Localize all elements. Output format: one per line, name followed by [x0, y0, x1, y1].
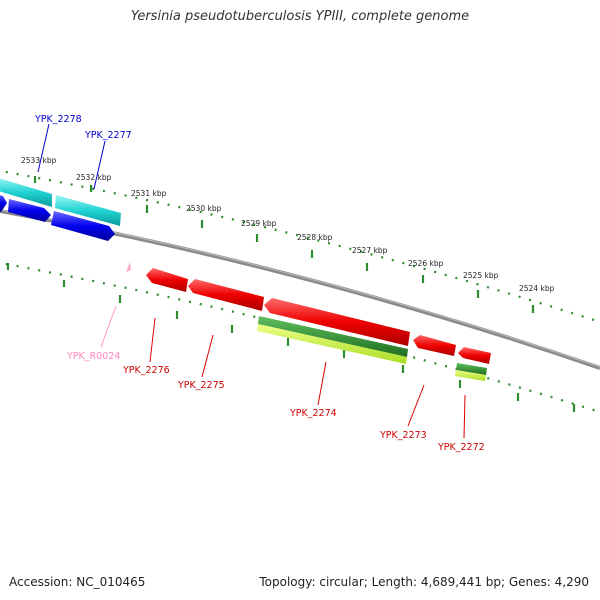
feature-YPK_2274-green[interactable] [258, 316, 408, 357]
gene-YPK_2272[interactable] [458, 347, 491, 364]
kbp-label: 2527 kbp [352, 246, 388, 255]
gene-YPK_2276[interactable] [146, 268, 188, 292]
gene-label-YPK_2274[interactable]: YPK_2274 [289, 408, 337, 419]
inner-major-ticks [6, 263, 576, 412]
gene-label-YPK_R0024[interactable]: YPK_R0024 [66, 351, 120, 362]
kbp-label: 2524 kbp [519, 284, 555, 293]
gene-YPK_2275[interactable] [188, 279, 264, 311]
kbp-label: 2532 kbp [76, 173, 112, 182]
feature-YPK_2274-lime[interactable] [257, 324, 407, 364]
gene-labels: YPK_2278 YPK_2277 YPK_R0024 YPK_2276 YPK… [34, 114, 485, 453]
feature-YPK_2272-green[interactable] [456, 363, 487, 375]
kbp-label: 2529 kbp [241, 219, 277, 228]
feature-YPK_2272-lime[interactable] [455, 370, 486, 381]
map-title: Yersinia pseudotuberculosis YPIII, compl… [130, 9, 470, 24]
genome-summary-text: Topology: circular; Length: 4,689,441 bp… [259, 575, 589, 589]
gene-YPK_2277-cyan[interactable] [55, 195, 121, 226]
gene-YPK_2278-blue[interactable] [0, 194, 7, 212]
gene-YPK_2277-blue[interactable] [51, 211, 115, 241]
kbp-labels: 2533 kbp 2532 kbp 2531 kbp 2530 kbp 2529… [21, 156, 555, 293]
gene-label-YPK_2272[interactable]: YPK_2272 [437, 442, 485, 453]
rna-YPK_R0024-marker[interactable] [126, 262, 131, 272]
gene-label-YPK_2277[interactable]: YPK_2277 [84, 130, 132, 141]
outer-scale-track [0, 169, 600, 324]
gene-label-YPK_2276[interactable]: YPK_2276 [122, 365, 170, 376]
outer-major-ticks [33, 176, 535, 313]
kbp-label: 2525 kbp [463, 271, 499, 280]
reverse-features[interactable] [146, 268, 491, 364]
accession-text: Accession: NC_010465 [9, 575, 146, 589]
kbp-label: 2531 kbp [131, 189, 167, 198]
kbp-label: 2526 kbp [408, 259, 444, 268]
gene-YPK_2278b-blue[interactable] [8, 199, 51, 222]
forward-features[interactable] [0, 177, 121, 241]
gene-YPK_2274[interactable] [264, 298, 410, 346]
gene-label-YPK_2273[interactable]: YPK_2273 [379, 430, 427, 441]
gene-label-YPK_2278[interactable]: YPK_2278 [34, 114, 82, 125]
gene-YPK_2273[interactable] [413, 335, 456, 356]
kbp-label: 2528 kbp [297, 233, 333, 242]
green-features[interactable] [257, 316, 487, 381]
kbp-label: 2533 kbp [21, 156, 57, 165]
kbp-label: 2530 kbp [186, 204, 222, 213]
gene-label-YPK_2275[interactable]: YPK_2275 [177, 380, 225, 391]
gene-YPK_2278-cyan[interactable] [0, 177, 52, 207]
leader-lines [37, 123, 466, 439]
